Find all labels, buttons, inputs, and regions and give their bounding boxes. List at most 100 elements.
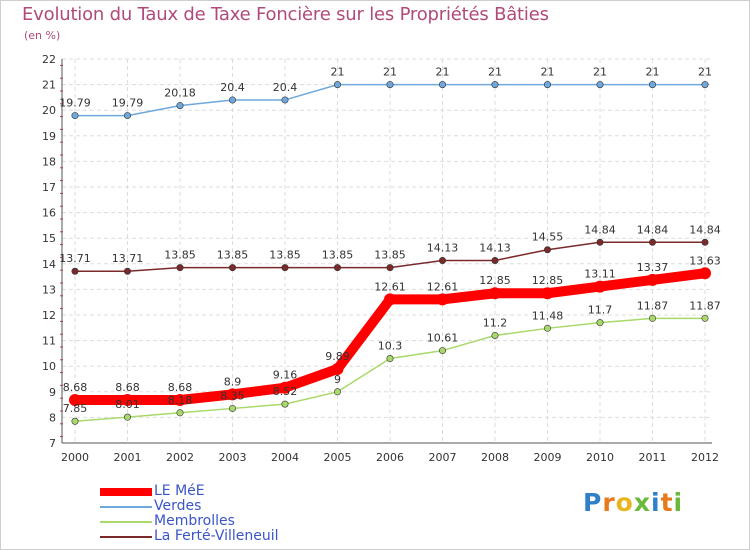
data-label: 21 xyxy=(541,66,555,79)
data-point xyxy=(594,280,606,293)
data-point xyxy=(176,264,184,272)
legend-label: Membrolles xyxy=(154,513,235,529)
data-label: 20.4 xyxy=(220,81,245,94)
data-point xyxy=(331,363,344,376)
x-tick-label: 2010 xyxy=(586,451,614,464)
data-label: 12.85 xyxy=(532,274,564,287)
data-point xyxy=(384,293,396,306)
data-label: 10.3 xyxy=(378,340,403,353)
x-tick-label: 2002 xyxy=(166,451,194,464)
data-label: 8.9 xyxy=(224,375,242,388)
data-point xyxy=(333,81,341,89)
x-tick-label: 2004 xyxy=(271,451,299,464)
data-label: 21 xyxy=(593,66,607,79)
x-tick-label: 2000 xyxy=(61,451,89,464)
data-label: 12.61 xyxy=(427,280,459,293)
data-point xyxy=(543,324,551,332)
data-point xyxy=(699,267,711,280)
data-point xyxy=(491,331,499,339)
data-point xyxy=(491,81,499,89)
data-point xyxy=(386,81,394,89)
data-label: 8.52 xyxy=(273,385,298,398)
data-label: 20.4 xyxy=(273,81,298,94)
data-point xyxy=(489,287,501,300)
y-tick-label: 12 xyxy=(42,309,56,322)
data-point xyxy=(596,319,604,327)
data-point xyxy=(438,256,446,264)
x-tick-label: 2009 xyxy=(534,451,562,464)
y-tick-label: 10 xyxy=(42,360,56,373)
data-label: 9.89 xyxy=(325,350,350,363)
data-label: 8.01 xyxy=(115,398,140,411)
data-label: 14.84 xyxy=(637,223,669,236)
data-label: 10.61 xyxy=(427,332,459,345)
y-tick-label: 19 xyxy=(42,130,56,143)
data-point xyxy=(541,287,554,300)
data-label: 13.85 xyxy=(374,249,406,262)
data-label: 11.48 xyxy=(532,309,564,322)
data-point xyxy=(646,273,659,286)
data-point xyxy=(281,96,289,104)
data-label: 12.85 xyxy=(479,274,511,287)
data-point xyxy=(121,393,134,406)
data-label: 14.13 xyxy=(427,241,459,254)
data-point xyxy=(701,238,709,246)
data-label: 14.13 xyxy=(479,241,511,254)
data-point xyxy=(176,102,184,110)
data-point xyxy=(226,388,239,401)
x-tick-label: 2005 xyxy=(324,451,352,464)
data-label: 13.63 xyxy=(689,254,721,267)
data-point xyxy=(124,112,132,120)
data-label: 13.85 xyxy=(164,249,196,262)
x-tick-label: 2001 xyxy=(114,451,142,464)
data-label: 8.68 xyxy=(115,381,140,394)
data-label: 9.16 xyxy=(273,369,298,382)
data-label: 19.79 xyxy=(112,97,144,110)
y-tick-label: 16 xyxy=(42,207,56,220)
y-tick-label: 14 xyxy=(42,258,56,271)
data-point xyxy=(229,404,237,412)
logo-letter: i xyxy=(673,488,684,517)
x-tick-label: 2007 xyxy=(429,451,457,464)
logo-letter: r xyxy=(602,488,616,517)
y-tick-label: 22 xyxy=(42,53,56,66)
data-label: 19.79 xyxy=(59,97,91,110)
y-tick-label: 20 xyxy=(42,104,56,117)
data-point xyxy=(543,81,551,89)
logo-letter: o xyxy=(615,488,634,517)
data-label: 13.85 xyxy=(217,249,249,262)
data-point xyxy=(438,81,446,89)
data-point xyxy=(124,413,132,421)
data-label: 13.71 xyxy=(112,252,144,265)
data-label: 8.35 xyxy=(220,389,245,402)
data-point xyxy=(386,264,394,272)
proxiti-logo: Proxiti xyxy=(583,488,683,517)
data-label: 8.68 xyxy=(63,381,88,394)
data-point xyxy=(333,264,341,272)
y-tick-label: 11 xyxy=(42,335,56,348)
data-label: 21 xyxy=(646,66,660,79)
y-axis-unit-label: (en %) xyxy=(24,29,61,42)
data-point xyxy=(491,256,499,264)
data-point xyxy=(229,264,237,272)
plot-area xyxy=(62,59,712,443)
data-point xyxy=(279,381,291,394)
data-label: 8.18 xyxy=(168,394,193,407)
data-label: 14.84 xyxy=(689,223,721,236)
data-label: 21 xyxy=(383,66,397,79)
data-label: 12.61 xyxy=(374,280,406,293)
data-label: 11.2 xyxy=(483,316,508,329)
data-label: 11.87 xyxy=(637,299,669,312)
legend-swatch xyxy=(100,521,152,523)
legend-label: LE MéE xyxy=(154,483,205,499)
data-point xyxy=(648,314,656,322)
data-point xyxy=(174,393,186,406)
y-tick-label: 9 xyxy=(49,386,56,399)
logo-letter: P xyxy=(583,488,603,517)
data-point xyxy=(543,246,551,254)
data-point xyxy=(69,393,81,406)
data-point xyxy=(229,96,237,104)
data-label: 14.84 xyxy=(584,223,616,236)
data-point xyxy=(71,267,79,275)
